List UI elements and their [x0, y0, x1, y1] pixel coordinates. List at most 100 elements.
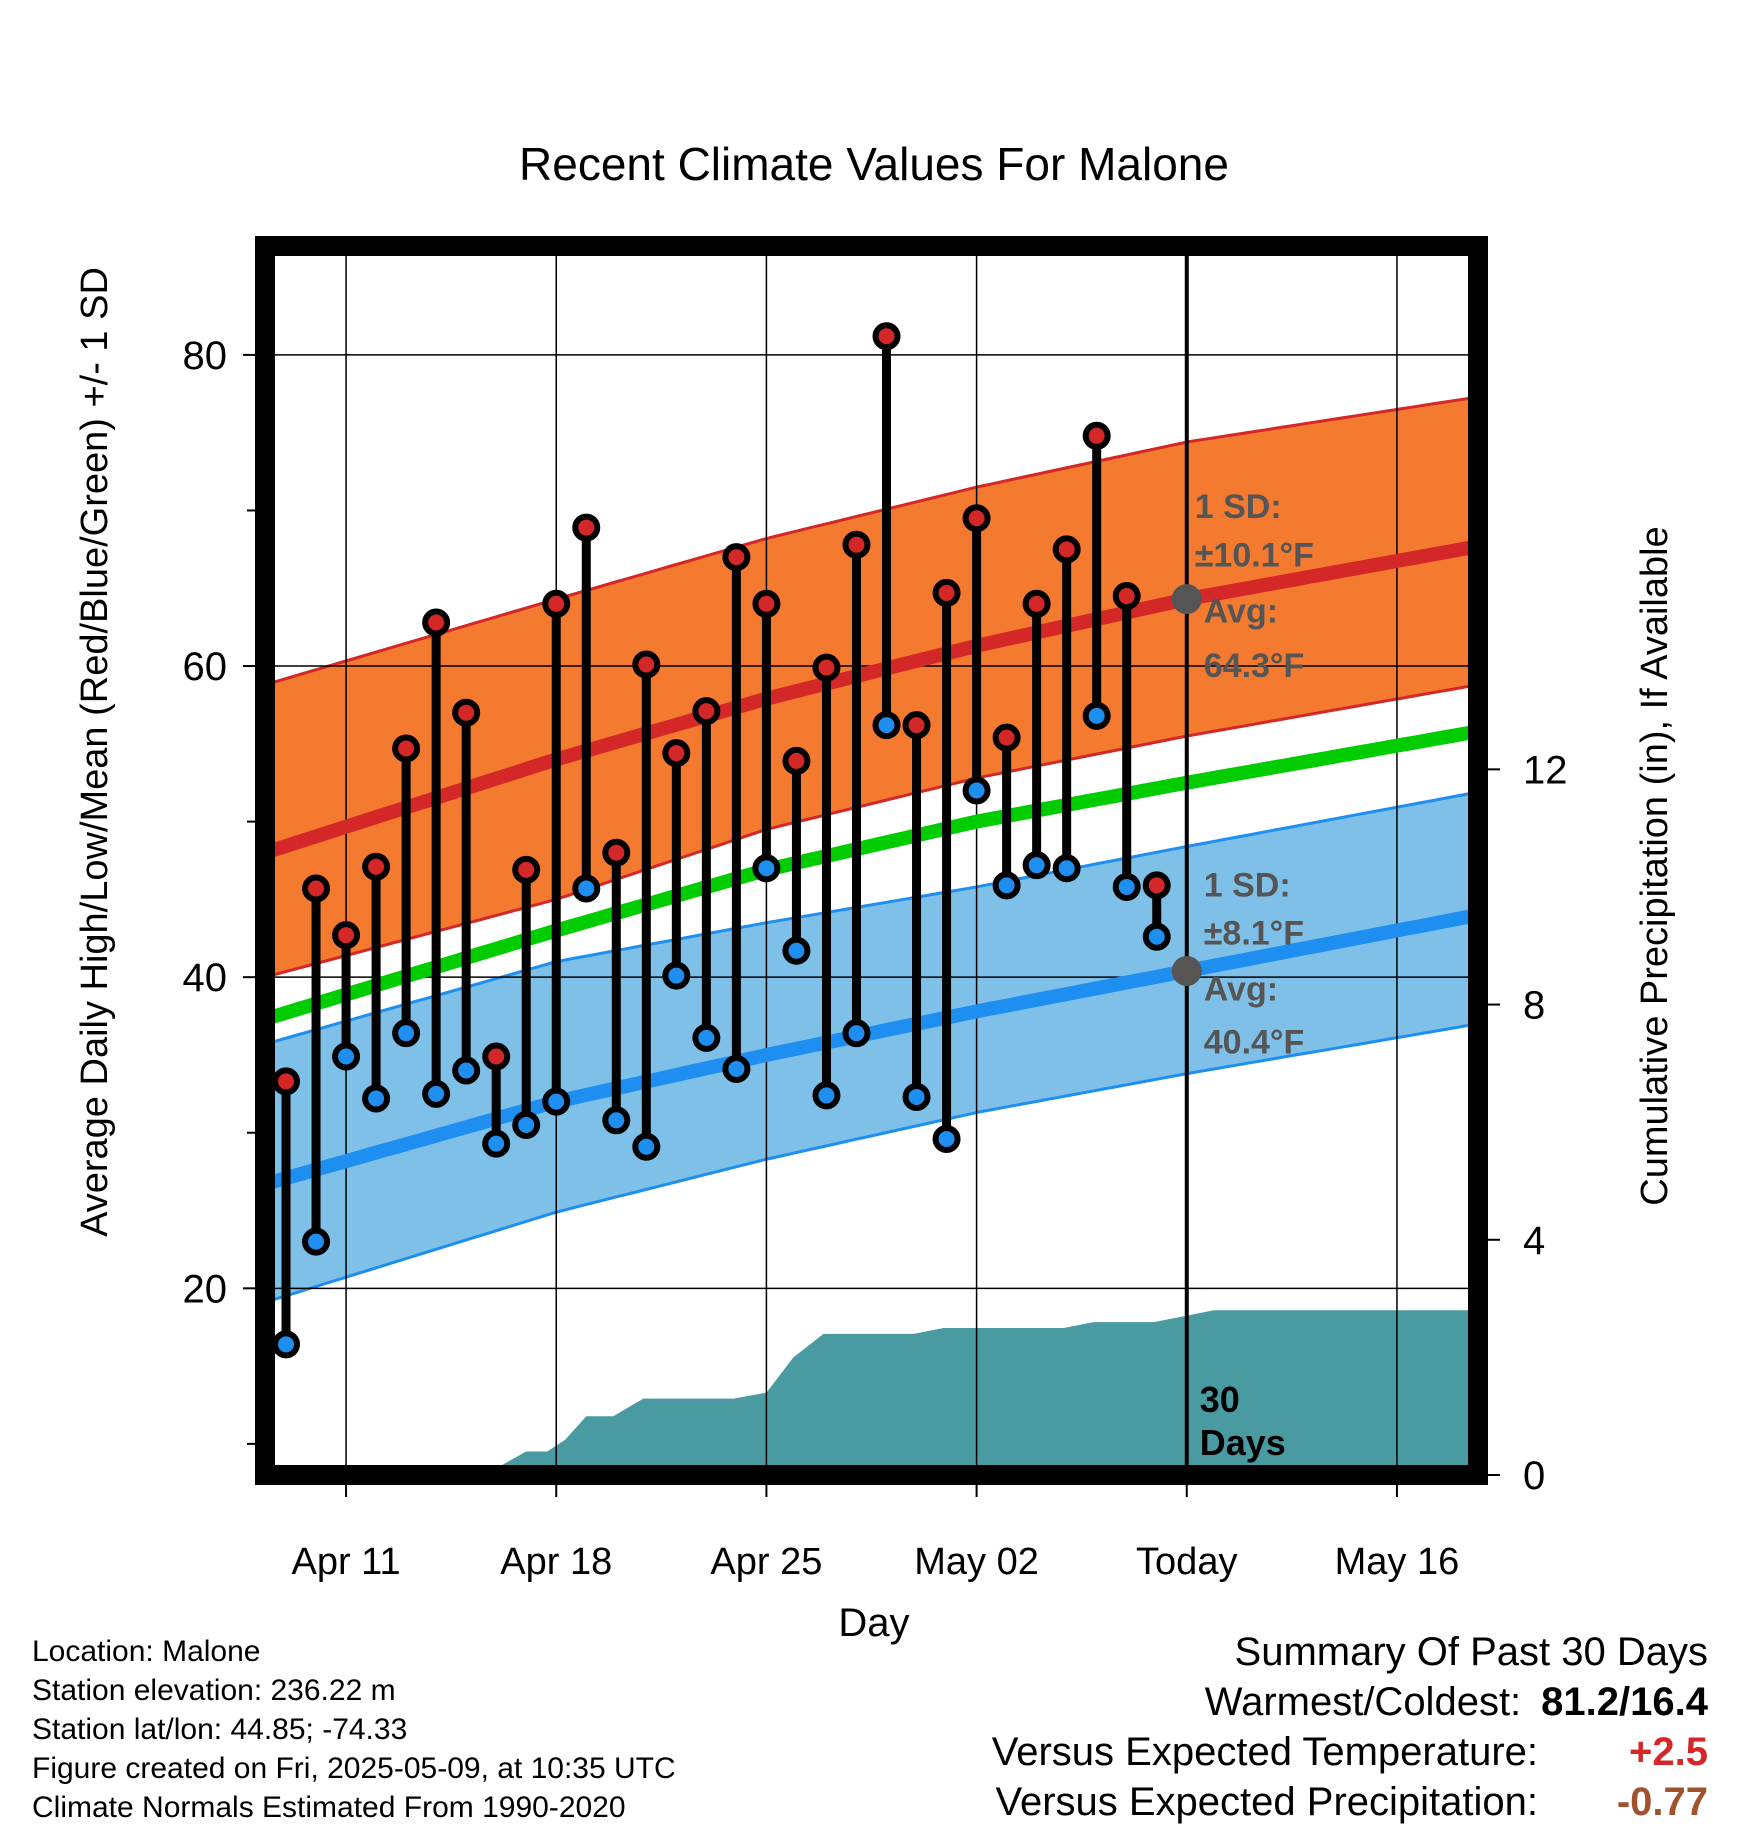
chart-title: Recent Climate Values For Malone	[519, 138, 1229, 190]
y-tick-label: 40	[183, 956, 228, 1000]
y-tick-label: 80	[183, 334, 228, 378]
daily-low-point	[392, 1019, 421, 1048]
daily-high-point	[452, 698, 481, 727]
low-sd-label: 1 SD:	[1204, 866, 1291, 904]
daily-high-point	[932, 578, 961, 607]
daily-high-point	[272, 1067, 301, 1096]
high-sd-label: 1 SD:	[1195, 488, 1282, 526]
x-tick-label: May 02	[914, 1541, 1039, 1583]
daily-low-point	[272, 1330, 301, 1359]
x-tick-label: Apr 25	[710, 1541, 822, 1583]
y-axis-title: Average Daily High/Low/Mean (Red/Blue/Gr…	[74, 267, 116, 1237]
daily-high-point	[572, 513, 601, 542]
meta-location: Location: Malone	[32, 1635, 261, 1668]
high-sd-value: ±10.1°F	[1195, 536, 1314, 574]
high-avg-label: Avg:	[1204, 592, 1278, 630]
daily-low-point	[1112, 872, 1141, 901]
daily-low-point	[1082, 701, 1111, 730]
summary-precip-value: -0.77	[1616, 1780, 1708, 1824]
daily-high-point	[812, 653, 841, 682]
daily-high-point	[422, 608, 451, 637]
plot-frame	[255, 236, 1488, 1485]
daily-low-point	[512, 1110, 541, 1139]
x-tick-label: Today	[1136, 1541, 1237, 1583]
y2-tick-label: 4	[1523, 1219, 1545, 1263]
avg-marker	[1171, 955, 1202, 986]
window-count: 30	[1200, 1379, 1240, 1420]
daily-high-point	[1112, 582, 1141, 611]
daily-high-point	[1142, 871, 1171, 900]
daily-high-point	[842, 530, 871, 559]
avg-marker	[1171, 584, 1202, 615]
meta-latlon: Station lat/lon: 44.85; -74.33	[32, 1713, 408, 1746]
low-sd-value: ±8.1°F	[1204, 915, 1304, 953]
summary-warm-cold-value: 81.2/16.4	[1541, 1680, 1708, 1724]
low-avg-value: 40.4°F	[1204, 1023, 1305, 1061]
daily-low-point	[572, 874, 601, 903]
daily-low-point	[782, 936, 811, 965]
plot-area: 1 SD: ±10.1°F Avg: 64.3°F 1 SD: ±8.1°F Avg: 40.…	[183, 236, 1568, 1583]
station-metadata: Location: Malone Station elevation: 236.…	[32, 1632, 676, 1827]
window-unit: Days	[1200, 1422, 1286, 1463]
daily-low-point	[662, 961, 691, 990]
precip-area	[265, 1310, 1478, 1475]
daily-high-point	[302, 874, 331, 903]
daily-low-point	[812, 1081, 841, 1110]
high-sd-band	[265, 396, 1478, 978]
daily-high-point	[1022, 589, 1051, 618]
daily-high-point	[602, 838, 631, 867]
daily-low-point	[542, 1087, 571, 1116]
x-tick-label: Apr 11	[291, 1541, 400, 1583]
daily-high-point	[1082, 421, 1111, 450]
summary-temp-value: +2.5	[1629, 1730, 1708, 1774]
daily-high-point	[392, 734, 421, 763]
summary-warm-cold-label: Warmest/Coldest:	[1204, 1680, 1522, 1724]
daily-high-point	[722, 543, 751, 572]
daily-low-point	[692, 1023, 721, 1052]
daily-low-point	[872, 711, 901, 740]
daily-low-point	[362, 1084, 391, 1113]
y2-tick-label: 0	[1523, 1454, 1545, 1498]
summary-precip-label: Versus Expected Precipitation:	[995, 1780, 1538, 1824]
daily-high-point	[512, 855, 541, 884]
daily-low-point	[752, 854, 781, 883]
daily-high-point	[692, 697, 721, 726]
summary-title: Summary Of Past 30 Days	[1234, 1630, 1708, 1674]
daily-low-point	[1052, 854, 1081, 883]
meta-normals: Climate Normals Estimated From 1990-2020	[32, 1791, 626, 1824]
daily-high-point	[362, 852, 391, 881]
daily-low-point	[332, 1042, 361, 1071]
daily-low-point	[302, 1227, 331, 1256]
daily-low-point	[1022, 851, 1051, 880]
meta-created: Figure created on Fri, 2025-05-09, at 10…	[32, 1752, 676, 1785]
daily-high-point	[1052, 535, 1081, 564]
daily-high-point	[962, 504, 991, 533]
daily-low-point	[632, 1132, 661, 1161]
x-tick-label: May 16	[1335, 1541, 1460, 1583]
daily-low-point	[602, 1106, 631, 1135]
y-tick-label: 60	[183, 645, 228, 689]
y2-tick-label: 12	[1523, 748, 1568, 792]
daily-low-point	[842, 1019, 871, 1048]
y2-axis-title: Cumulative Precipitation (in), If Availa…	[1634, 526, 1676, 1205]
daily-low-point	[902, 1082, 931, 1111]
daily-low-point	[1142, 922, 1171, 951]
low-sd-band	[265, 792, 1478, 1303]
high-sd-band-upper-edge	[264, 395, 1479, 687]
high-avg-value: 64.3°F	[1204, 647, 1305, 685]
daily-high-point	[662, 739, 691, 768]
y-tick-label: 20	[183, 1267, 228, 1311]
daily-high-point	[872, 322, 901, 351]
daily-low-point	[422, 1079, 451, 1108]
low-normal-line	[263, 908, 1480, 1191]
summary-temp: Versus Expected Temperature: +2.5	[992, 1727, 1708, 1777]
daily-high-point	[902, 711, 931, 740]
daily-high-point	[752, 589, 781, 618]
y2-tick-label: 8	[1523, 984, 1545, 1028]
x-axis-title: Day	[838, 1601, 909, 1645]
daily-high-point	[992, 723, 1021, 752]
low-avg-label: Avg:	[1204, 971, 1278, 1009]
summary-temp-label: Versus Expected Temperature:	[991, 1730, 1538, 1774]
daily-low-point	[962, 776, 991, 805]
